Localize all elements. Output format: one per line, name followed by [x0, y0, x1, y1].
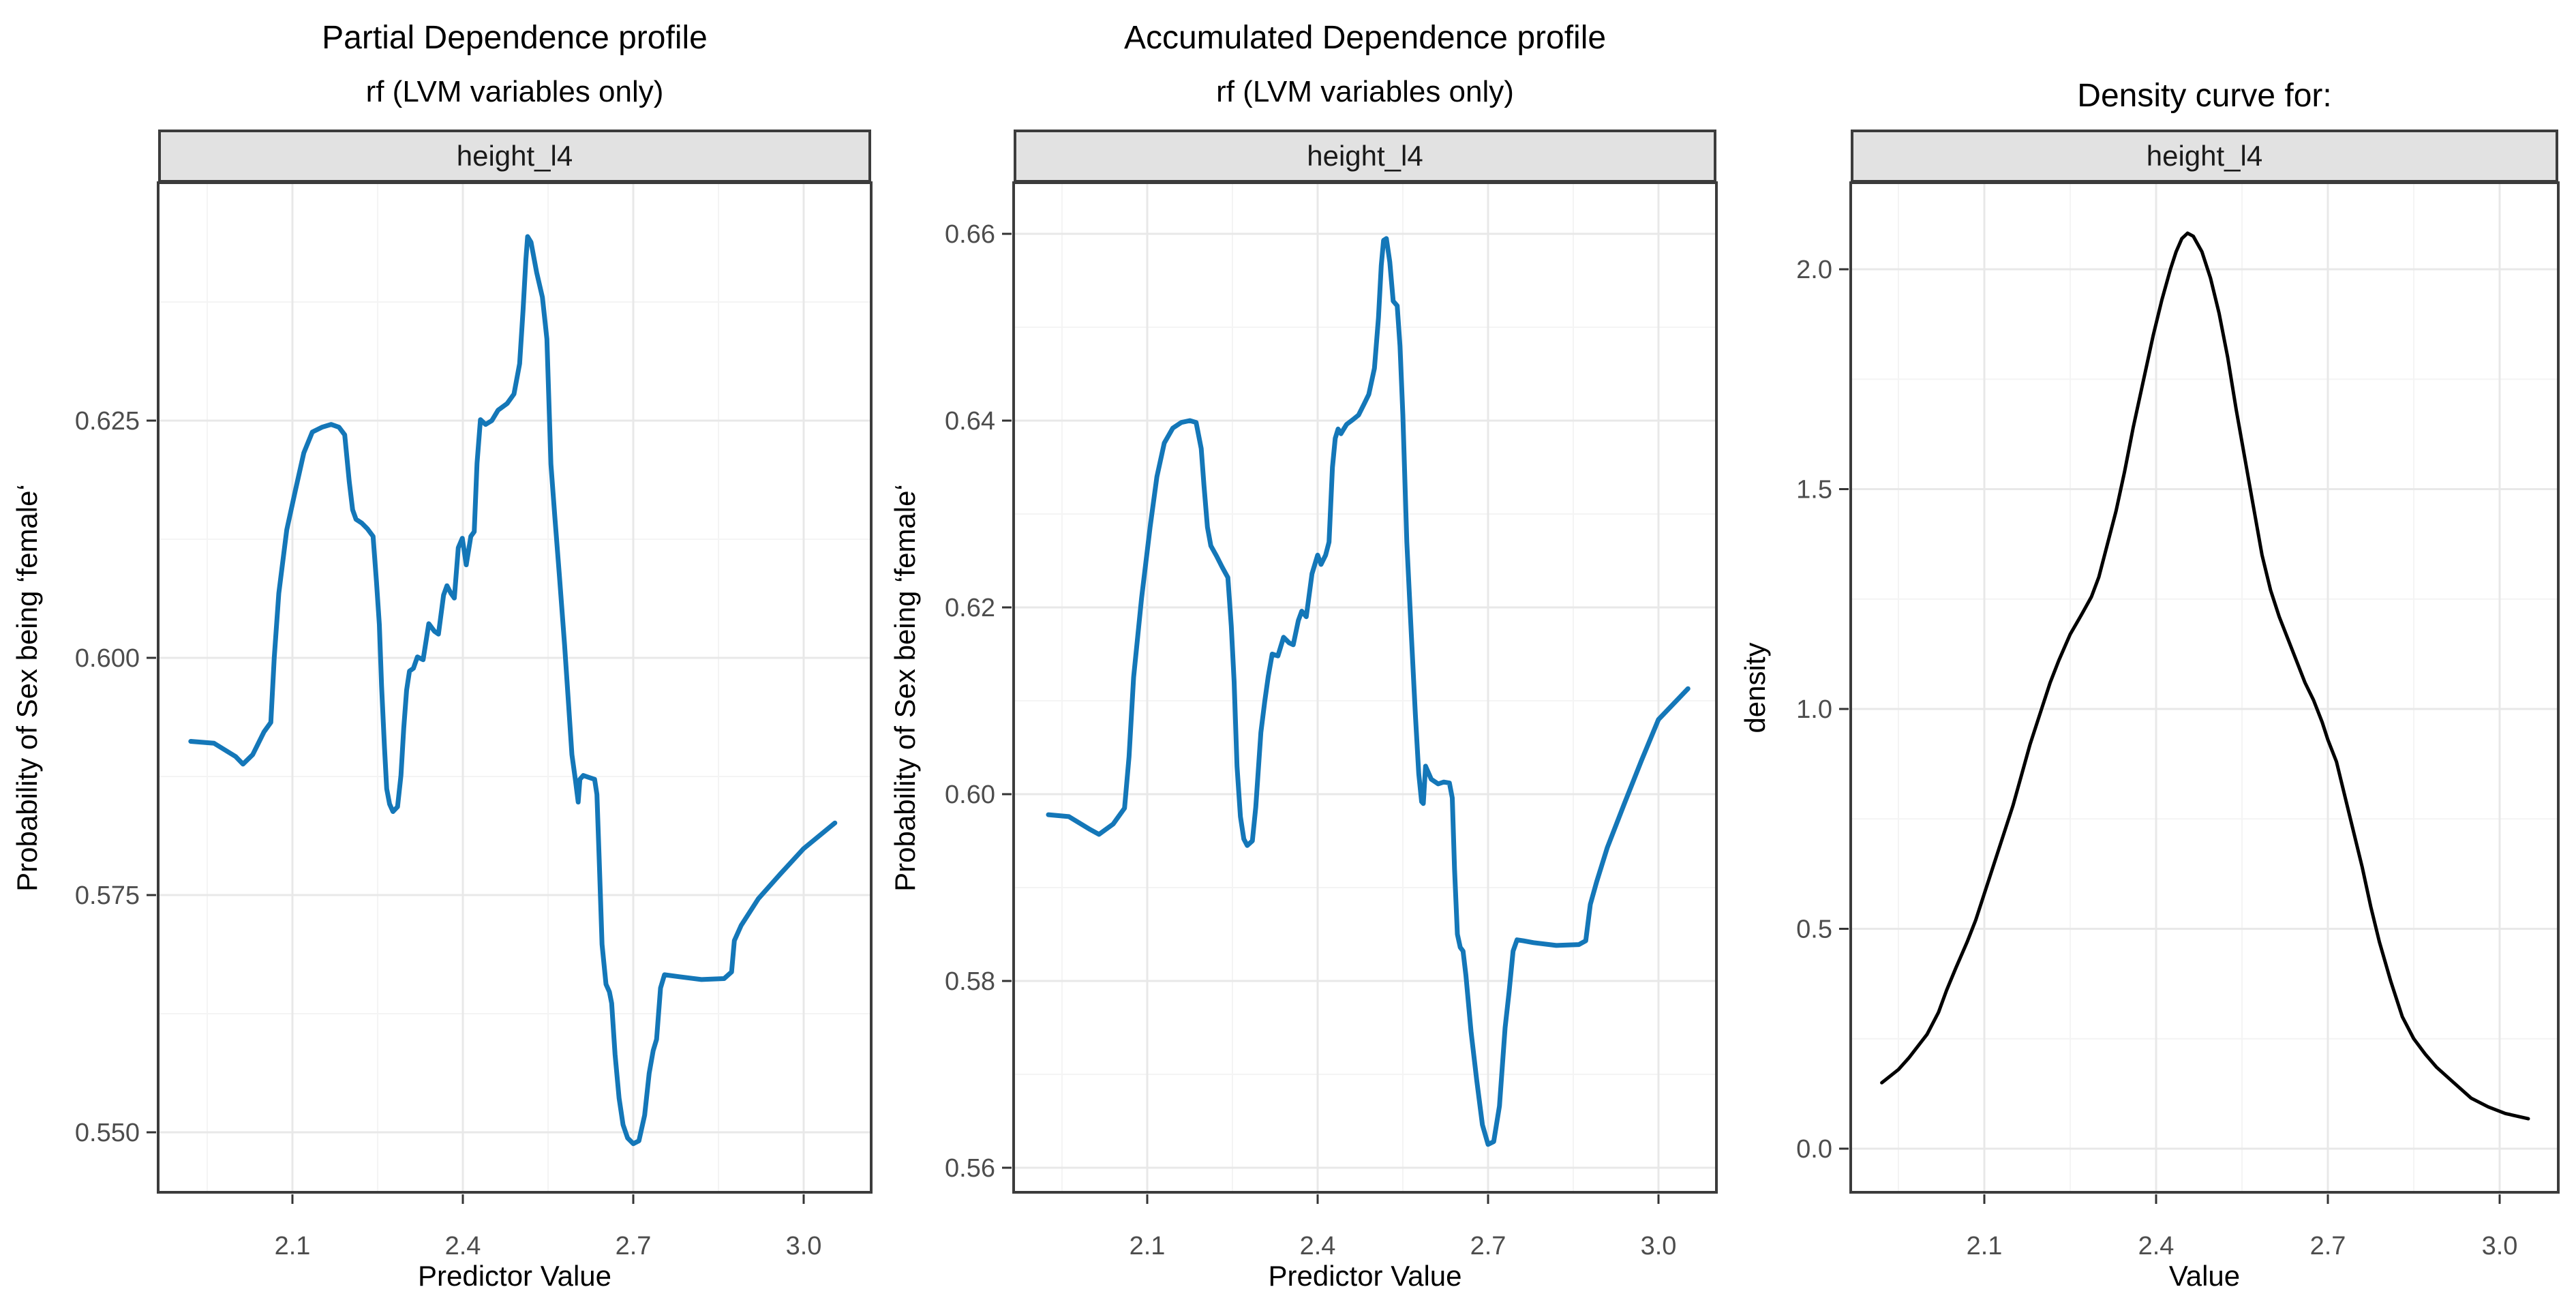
x-tick-label: 2.1 [275, 1232, 311, 1260]
y-tick-label: 0.64 [945, 407, 995, 436]
y-tick-label: 0.625 [75, 407, 140, 436]
chart-partial-dependence: Partial Dependence profile rf (LVM varia… [0, 0, 876, 1300]
plot-panel: 2.1 2.4 2.7 3.0 0.56 0.58 0.60 0.62 0.64 0.66 [945, 181, 1718, 1260]
chart-title: Partial Dependence profile [322, 20, 708, 56]
x-tick-label: 2.4 [2138, 1232, 2175, 1260]
x-axis-title: Value [2168, 1260, 2241, 1292]
x-axis-title: Predictor Value [417, 1260, 612, 1292]
y-tick-label: 0.56 [945, 1154, 995, 1183]
panel-border [1849, 181, 2560, 1194]
x-tick-label: 2.4 [1300, 1232, 1336, 1260]
x-tick-label: 2.1 [1967, 1232, 2003, 1260]
x-axis-title: Predictor Value [1268, 1260, 1462, 1292]
x-tick-label: 2.7 [616, 1232, 652, 1260]
y-tick-label: 0.575 [75, 881, 140, 910]
y-tick-label: 0.60 [945, 781, 995, 809]
series-line-accumulated-dependence [1046, 236, 1691, 1147]
chart-subtitle: rf (LVM variables only) [365, 75, 664, 108]
panel-border [1012, 181, 1718, 1194]
chart-accumulated-dependence: Accumulated Dependence profile rf (LVM v… [876, 0, 1721, 1300]
facet-strip: height_l4 [1014, 130, 1716, 183]
x-tick-label: 2.7 [2310, 1232, 2346, 1260]
y-tick-label: 0.58 [945, 967, 995, 996]
y-tick-label: 0.0 [1796, 1135, 1832, 1164]
x-tick-label: 3.0 [1641, 1232, 1677, 1260]
series-line-density-curve [1880, 231, 2530, 1121]
chart-density-curve: Density curve for: height_l4 density Val… [1721, 0, 2576, 1300]
facet-strip-label: height_l4 [1307, 140, 1423, 172]
series-line-partial-dependence [188, 234, 838, 1147]
chart-title: Density curve for: [2077, 78, 2332, 114]
x-tick-label: 3.0 [2482, 1232, 2518, 1260]
x-tick-label: 2.7 [1470, 1232, 1506, 1260]
x-tick-label: 2.1 [1130, 1232, 1166, 1260]
y-tick-label: 0.66 [945, 220, 995, 249]
y-tick-label: 1.5 [1796, 476, 1832, 504]
x-tick-label: 2.4 [445, 1232, 481, 1260]
y-tick-label: 0.5 [1796, 916, 1832, 944]
chart-title: Accumulated Dependence profile [1123, 20, 1607, 56]
y-tick-label: 1.0 [1796, 695, 1832, 724]
x-tick-label: 3.0 [786, 1232, 822, 1260]
facet-strip: height_l4 [1851, 130, 2558, 183]
plot-panel: 2.1 2.4 2.7 3.0 0.0 0.5 1.0 1.5 2.0 [1796, 181, 2560, 1260]
facet-strip-label: height_l4 [456, 140, 573, 172]
panel-border [157, 181, 873, 1194]
plot-panel: 2.1 2.4 2.7 3.0 0.550 0.575 0.600 0.625 [75, 181, 873, 1260]
y-tick-label: 0.600 [75, 644, 140, 673]
y-tick-label: 0.62 [945, 594, 995, 622]
y-tick-label: 0.550 [75, 1119, 140, 1147]
y-tick-label: 2.0 [1796, 256, 1832, 284]
chart-subtitle: rf (LVM variables only) [1216, 75, 1514, 108]
facet-strip-label: height_l4 [2146, 140, 2263, 172]
